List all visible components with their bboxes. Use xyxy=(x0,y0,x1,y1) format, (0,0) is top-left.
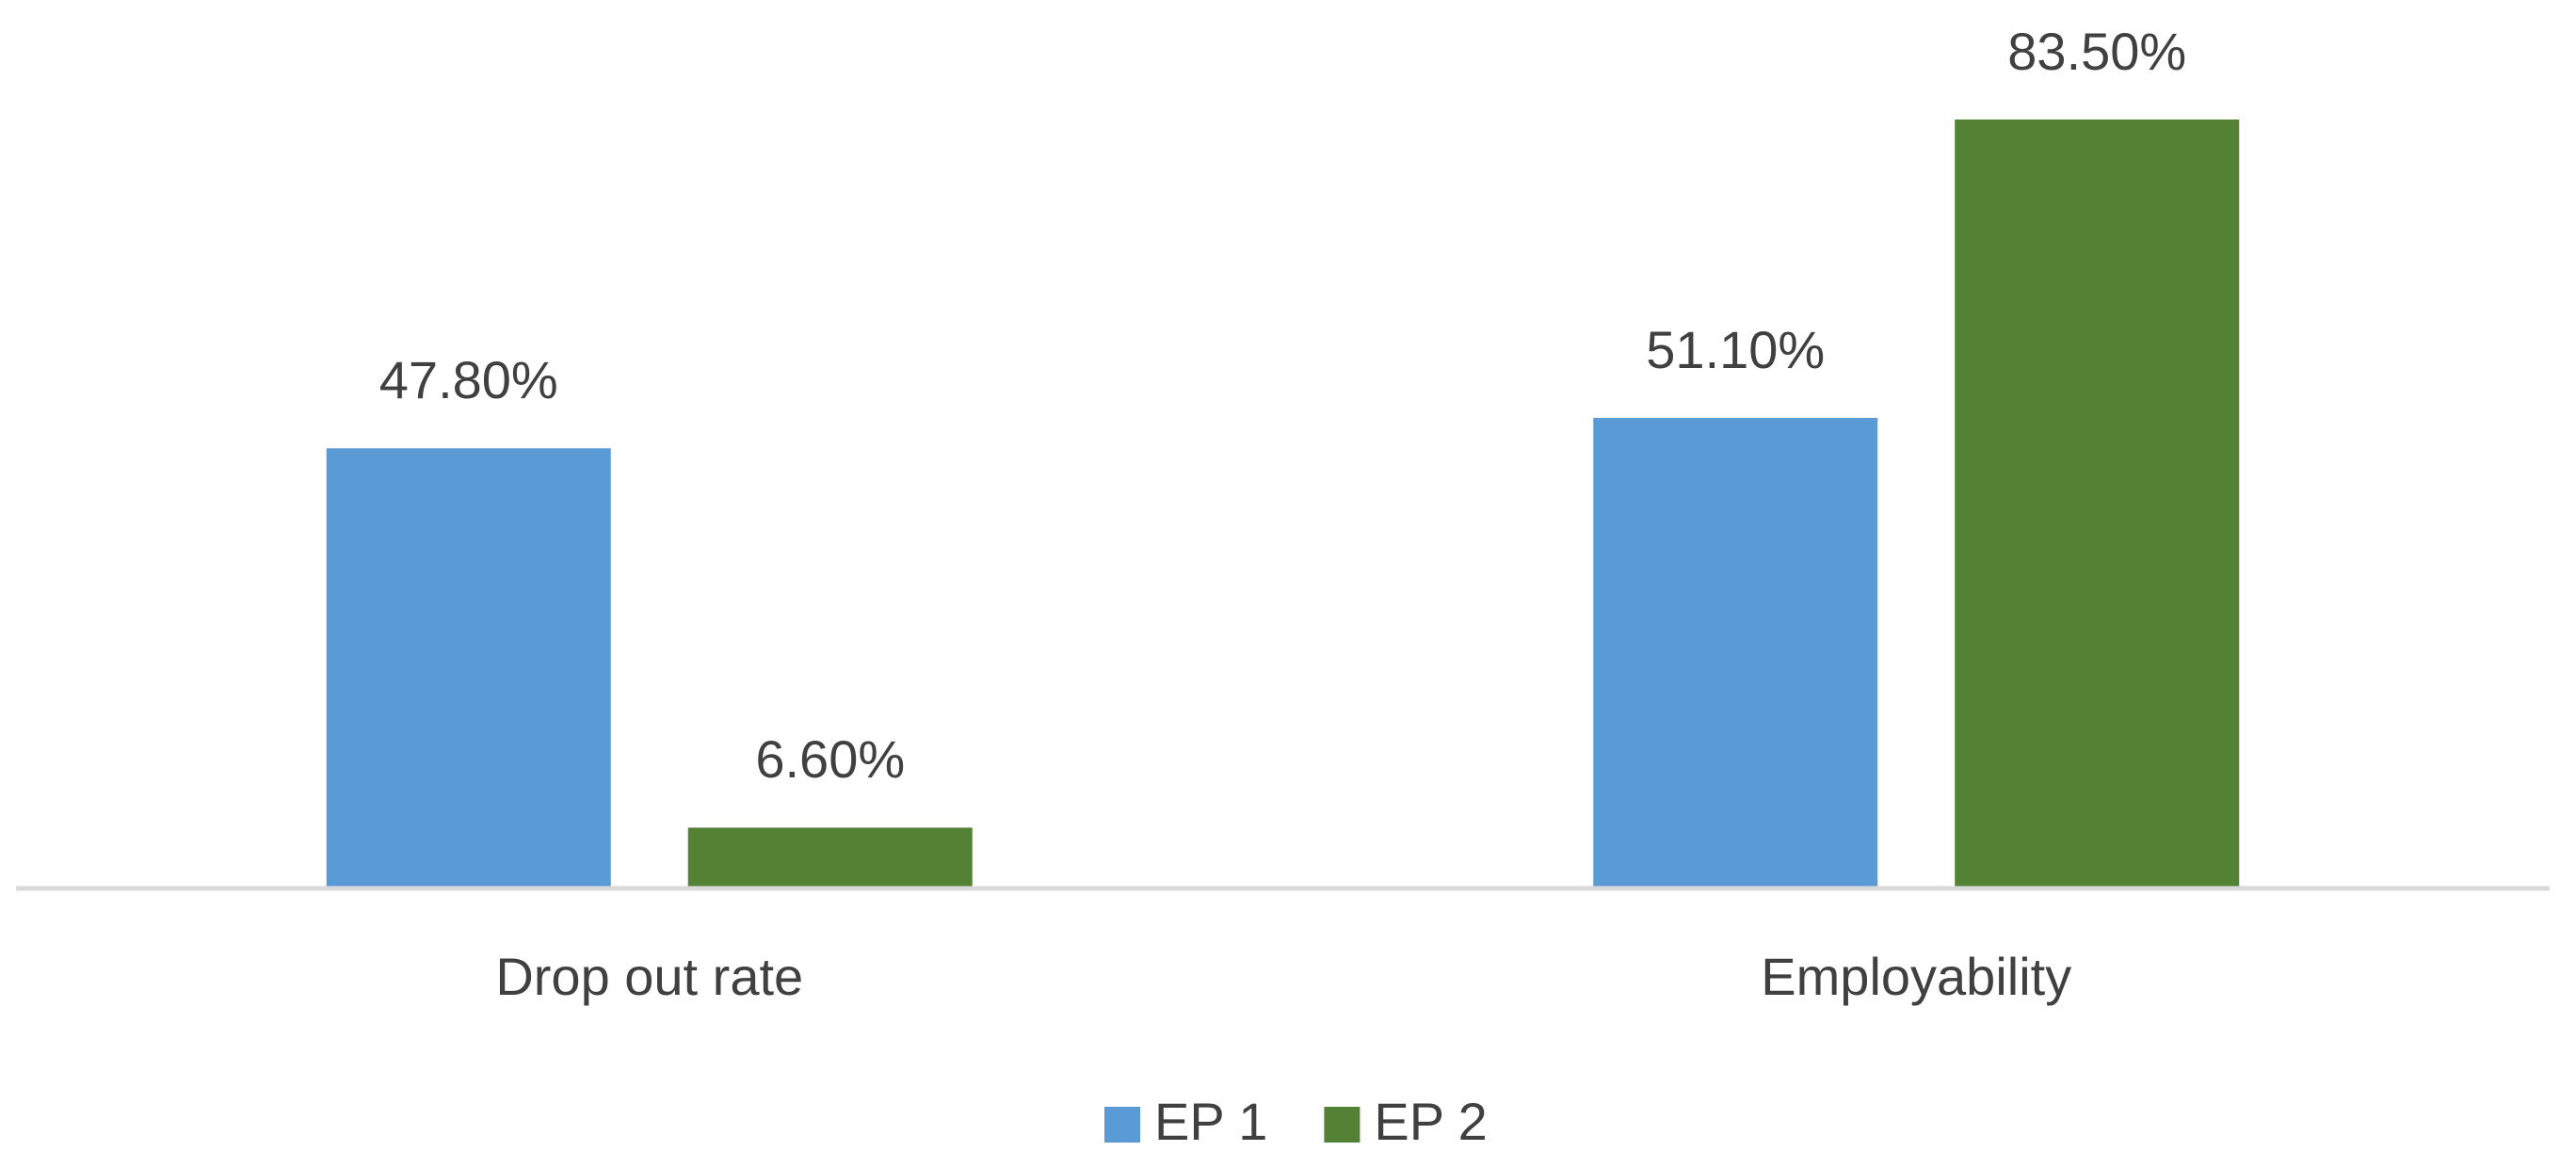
legend-label: EP 2 xyxy=(1374,1092,1487,1151)
legend-swatch xyxy=(1324,1107,1360,1143)
bar xyxy=(1593,418,1878,888)
x-tick-label: Drop out rate xyxy=(495,947,803,1006)
legend-swatch xyxy=(1104,1107,1140,1143)
x-tick-label: Employability xyxy=(1761,947,2071,1006)
value-label: 51.10% xyxy=(1646,320,1825,379)
value-label: 6.60% xyxy=(755,729,905,789)
value-label: 47.80% xyxy=(379,350,558,409)
legend-label: EP 1 xyxy=(1154,1092,1267,1151)
value-label: 83.50% xyxy=(2007,22,2186,81)
bar xyxy=(326,448,611,888)
bar xyxy=(1955,120,2240,888)
bar xyxy=(687,827,973,888)
